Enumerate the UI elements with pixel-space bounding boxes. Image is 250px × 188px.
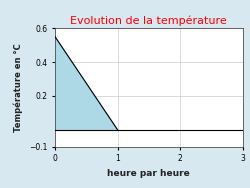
X-axis label: heure par heure: heure par heure [108, 169, 190, 178]
Title: Evolution de la température: Evolution de la température [70, 16, 227, 26]
Polygon shape [55, 37, 118, 130]
Y-axis label: Température en °C: Température en °C [14, 43, 24, 132]
